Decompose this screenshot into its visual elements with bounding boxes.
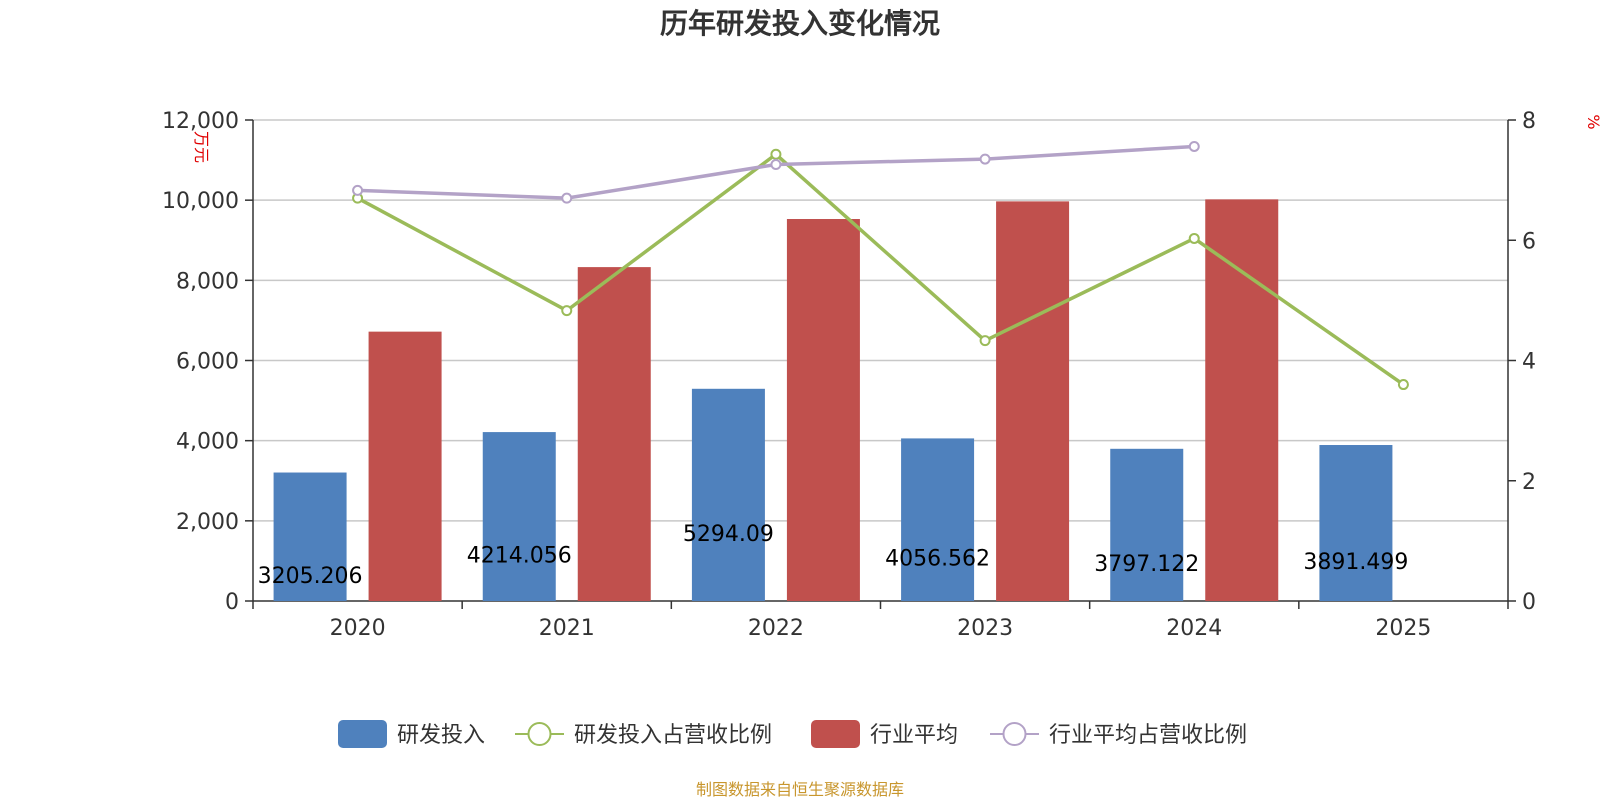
source-note: 制图数据来自恒生聚源数据库	[696, 780, 904, 799]
legend-swatch	[811, 720, 860, 748]
bar	[368, 331, 442, 601]
line-point	[770, 158, 782, 170]
line-point	[352, 184, 364, 196]
legend-item[interactable]: 行业平均	[811, 720, 958, 748]
line-point	[1188, 140, 1200, 152]
bar-value-label: 3205.206	[258, 564, 363, 589]
line-point	[979, 335, 991, 347]
right-tick-label: 8	[1522, 109, 1536, 134]
legend-label: 研发投入	[397, 723, 485, 748]
right-axis-unit: %	[1584, 114, 1600, 129]
axes: 0 2,000 4,000 6,000 8,000 10,000 12,000 0 2 4 6 8 20…	[162, 109, 1536, 641]
legend[interactable]: 研发投入 研发投入占营收比例 行业平均 行业平均占营收比例	[338, 720, 1247, 748]
grid-lines	[253, 119, 1508, 522]
right-tick-label: 2	[1522, 470, 1536, 495]
x-tick-label: 2021	[539, 616, 595, 641]
line-point	[1188, 232, 1200, 244]
right-tick-label: 6	[1522, 229, 1536, 254]
bar	[901, 438, 975, 601]
legend-item[interactable]: 研发投入占营收比例	[515, 722, 772, 748]
bar	[1319, 445, 1393, 601]
right-tick-label: 0	[1522, 590, 1536, 615]
left-tick-label: 12,000	[162, 109, 239, 134]
line-point	[561, 305, 573, 317]
left-tick-label: 0	[225, 590, 239, 615]
line-point	[1397, 379, 1409, 391]
legend-label: 研发投入占营收比例	[574, 723, 772, 748]
bar	[1110, 448, 1184, 601]
bar	[996, 201, 1070, 601]
bar	[577, 267, 651, 601]
legend-marker	[1002, 722, 1027, 746]
x-tick-label: 2022	[748, 616, 804, 641]
legend-label: 行业平均	[870, 723, 958, 748]
left-tick-label: 2,000	[176, 510, 239, 535]
x-tick-label: 2024	[1166, 616, 1222, 641]
legend-marker	[527, 722, 552, 746]
x-tick-label: 2020	[330, 616, 386, 641]
x-tick-label: 2023	[957, 616, 1013, 641]
bar	[1205, 199, 1279, 602]
lines	[352, 140, 1409, 391]
bar	[482, 432, 556, 601]
line-point	[561, 192, 573, 204]
bar-value-label: 4056.562	[885, 547, 990, 572]
left-tick-label: 4,000	[176, 430, 239, 455]
right-tick-label: 4	[1522, 350, 1536, 375]
bar-labels: 3205.206 4214.056 5294.09 4056.562 3797.122 3…	[258, 522, 1409, 589]
bar-value-label: 3797.122	[1094, 552, 1199, 577]
bar-value-label: 5294.09	[683, 522, 774, 547]
bar	[273, 472, 347, 601]
line-point	[979, 153, 991, 165]
legend-swatch	[338, 720, 387, 748]
bar-value-label: 4214.056	[467, 544, 572, 569]
legend-item[interactable]: 研发投入	[338, 720, 485, 748]
x-tick-label: 2025	[1375, 616, 1431, 641]
left-tick-label: 6,000	[176, 350, 239, 375]
left-tick-label: 8,000	[176, 269, 239, 294]
series-line	[356, 152, 1405, 386]
bars	[273, 199, 1393, 602]
left-tick-label: 10,000	[162, 189, 239, 214]
left-axis-unit: 万元	[192, 131, 211, 163]
bar	[786, 219, 860, 601]
legend-label: 行业平均占营收比例	[1049, 723, 1247, 748]
line-point	[770, 148, 782, 160]
bar	[691, 388, 765, 601]
bar-value-label: 3891.499	[1303, 550, 1408, 575]
chart-title: 历年研发投入变化情况	[660, 7, 940, 40]
legend-item[interactable]: 行业平均占营收比例	[990, 722, 1247, 748]
